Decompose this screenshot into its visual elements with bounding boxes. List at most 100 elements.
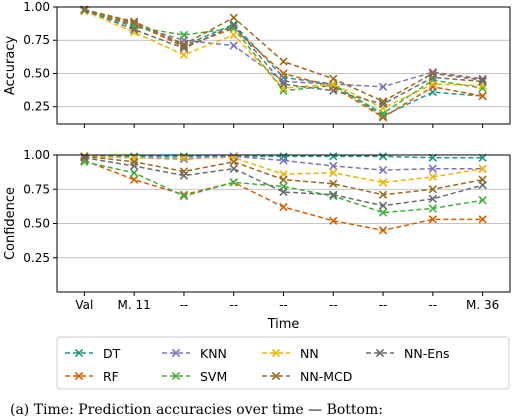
data-point-rf bbox=[129, 175, 139, 184]
series-line-rf bbox=[84, 159, 483, 232]
data-point-svm bbox=[229, 24, 238, 33]
series-line-nn bbox=[84, 10, 483, 109]
series-nn-ens bbox=[80, 153, 487, 210]
data-point-nn bbox=[179, 50, 189, 60]
data-point-nn-mcd bbox=[329, 179, 338, 188]
legend-label: NN-MCD bbox=[300, 369, 352, 384]
x-tick-label: -- bbox=[429, 298, 438, 312]
data-point-nn-ens bbox=[378, 99, 388, 109]
data-point-svm bbox=[329, 191, 338, 201]
x-tick-label: -- bbox=[180, 298, 189, 312]
legend-entry-nn-ens: NN-Ens bbox=[366, 346, 450, 361]
legend-box bbox=[56, 336, 510, 390]
data-point-svm bbox=[279, 86, 288, 95]
data-point-knn bbox=[229, 41, 238, 50]
data-point-rf bbox=[478, 91, 487, 101]
y-tick-label: 0.50 bbox=[23, 217, 50, 231]
data-point-rf bbox=[279, 202, 288, 212]
data-point-nn bbox=[229, 30, 238, 40]
data-point-nn-ens bbox=[329, 190, 338, 199]
data-point-dt bbox=[378, 152, 388, 161]
legend-entry-nn-mcd: NN-MCD bbox=[262, 369, 352, 384]
data-point-nn bbox=[478, 164, 487, 173]
legend-entry-dt: DT bbox=[65, 346, 121, 361]
x-tick-label: -- bbox=[279, 298, 288, 312]
data-point-nn-ens bbox=[129, 161, 139, 171]
data-point-knn bbox=[179, 154, 189, 164]
data-point-nn-ens bbox=[478, 77, 487, 86]
legend-entry-rf: RF bbox=[65, 369, 119, 384]
data-point-nn bbox=[129, 28, 139, 37]
data-point-nn-ens bbox=[279, 79, 288, 89]
data-point-svm bbox=[229, 178, 238, 187]
series-line-dt bbox=[84, 155, 483, 159]
x-tick-label: M. 11 bbox=[118, 298, 151, 312]
series-line-dt bbox=[84, 10, 483, 117]
data-point-svm bbox=[179, 191, 189, 201]
legend-label: DT bbox=[103, 346, 121, 361]
data-point-nn bbox=[329, 168, 338, 177]
x-tick-label: -- bbox=[229, 298, 238, 312]
data-point-rf bbox=[329, 216, 338, 225]
data-point-nn-ens bbox=[179, 44, 189, 53]
accuracy-plot: 0.25 0.50 0.75 1.00 Accuracy bbox=[3, 0, 511, 128]
y-tick-label: 0.50 bbox=[23, 66, 50, 80]
series-svm bbox=[80, 157, 487, 217]
data-point-nn-ens bbox=[428, 194, 438, 204]
legend-entry-svm: SVM bbox=[162, 369, 227, 384]
data-point-rf bbox=[428, 82, 438, 91]
data-point-rf bbox=[478, 215, 487, 224]
data-point-nn-mcd bbox=[378, 190, 388, 199]
data-point-nn-mcd bbox=[129, 17, 139, 26]
data-point-rf bbox=[378, 226, 388, 235]
data-point-svm bbox=[478, 196, 487, 205]
series-line-nn-ens bbox=[84, 8, 483, 105]
data-point-nn-mcd bbox=[229, 157, 238, 167]
legend-entry-knn: KNN bbox=[162, 346, 227, 361]
data-point-nn-ens bbox=[229, 164, 238, 173]
x-tick-label: -- bbox=[379, 298, 388, 312]
x-tick-label: -- bbox=[329, 298, 338, 312]
data-point-nn-mcd bbox=[478, 75, 487, 85]
data-point-rf bbox=[179, 42, 189, 52]
data-point-knn bbox=[378, 82, 388, 91]
series-line-knn bbox=[84, 10, 483, 88]
data-point-dt bbox=[378, 111, 388, 121]
y-tick-label: 0.25 bbox=[23, 100, 50, 114]
data-point-nn-ens bbox=[179, 171, 189, 180]
data-point-nn-ens bbox=[378, 201, 388, 210]
series-line-rf bbox=[84, 10, 483, 119]
data-point-nn-mcd bbox=[428, 185, 438, 194]
data-point-nn-ens bbox=[129, 25, 139, 34]
data-point-dt bbox=[329, 152, 338, 161]
data-point-nn-ens bbox=[229, 21, 238, 30]
legend-marker bbox=[271, 348, 281, 358]
data-point-svm bbox=[428, 204, 438, 213]
figure-caption: (a) Time: Prediction accuracies over tim… bbox=[10, 402, 383, 418]
legend-marker bbox=[171, 348, 181, 358]
y-tick-label: 0.75 bbox=[23, 33, 50, 47]
data-point-nn bbox=[378, 178, 388, 187]
data-point-svm bbox=[179, 30, 189, 40]
x-tick-label: M. 36 bbox=[466, 298, 499, 312]
data-point-nn-ens bbox=[478, 180, 487, 190]
legend-marker bbox=[74, 348, 84, 358]
data-point-nn-mcd bbox=[229, 13, 238, 22]
legend-entry-nn: NN bbox=[262, 346, 319, 361]
data-point-nn bbox=[428, 172, 438, 182]
legend-label: NN bbox=[300, 346, 319, 361]
data-point-rf bbox=[428, 215, 438, 224]
data-point-nn-ens bbox=[279, 187, 288, 197]
y-tick-label: 1.00 bbox=[23, 148, 50, 162]
legend-marker bbox=[271, 371, 281, 381]
legend-label: NN-Ens bbox=[404, 346, 450, 361]
y-tick-label: 0.75 bbox=[23, 182, 50, 196]
data-point-nn bbox=[80, 6, 89, 16]
data-point-nn-ens bbox=[428, 73, 438, 82]
data-point-nn-mcd bbox=[279, 175, 288, 184]
data-point-svm bbox=[129, 168, 139, 177]
data-point-nn-mcd bbox=[279, 57, 288, 66]
series-line-nn-ens bbox=[84, 157, 483, 207]
legend-label: RF bbox=[103, 369, 119, 384]
